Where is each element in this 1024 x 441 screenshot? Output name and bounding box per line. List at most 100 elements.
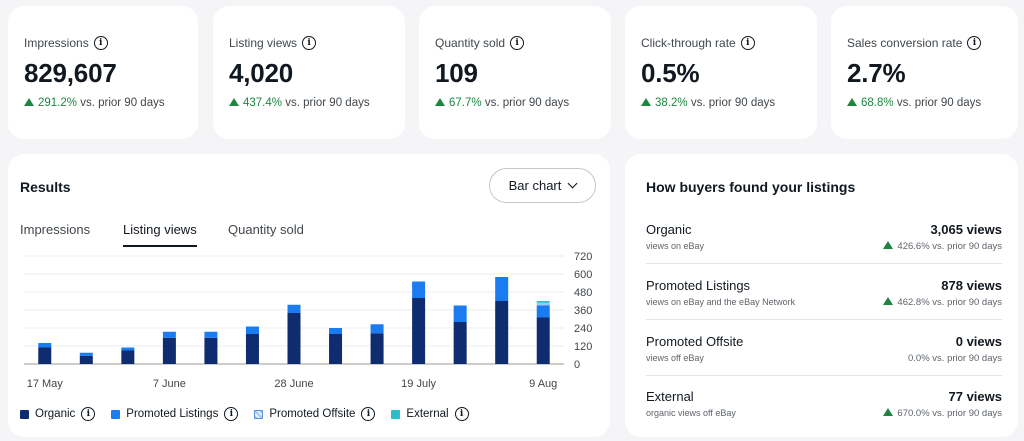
bar-segment-promoted-listings [204, 331, 218, 338]
kpi-label-text: Sales conversion rate [847, 36, 963, 50]
source-row-organic: Organic views on eBay 3,065 views 426.6%… [646, 222, 1002, 278]
info-icon[interactable]: i [224, 407, 239, 421]
info-icon[interactable]: i [361, 407, 376, 421]
chart-type-label: Bar chart [508, 178, 562, 193]
results-title: Results [20, 179, 71, 195]
up-arrow-icon [24, 98, 34, 106]
bar-segment-promoted-listings [453, 305, 467, 322]
y-tick-label: 480 [574, 287, 592, 299]
source-sub: views off eBay [646, 353, 704, 363]
source-name: External [646, 389, 694, 404]
info-icon[interactable]: i [454, 407, 469, 421]
kpi-change: 291.2% [38, 97, 78, 109]
legend-item-promoted-offsite: Promoted Offsite i [254, 407, 376, 421]
kpi-delta: 67.7% vs. prior 90 days [435, 97, 569, 109]
source-name: Promoted Offsite [646, 334, 744, 349]
x-tick-label: 28 June [274, 378, 313, 390]
legend-swatch [111, 409, 121, 419]
source-change-value: 426.6% [897, 241, 930, 252]
kpi-label: Click-through rate i [641, 36, 755, 50]
source-sub: views on eBay [646, 241, 705, 251]
kpi-change: 437.4% [243, 97, 283, 109]
source-views: 3,065 views [930, 222, 1002, 237]
bar-segment-promoted-listings [495, 277, 509, 301]
bar-segment-promoted-listings [79, 352, 93, 356]
bar-segment-promoted-listings [287, 304, 301, 313]
legend-swatch [391, 409, 401, 419]
source-change: 670.0% vs. prior 90 days [883, 408, 1002, 419]
bar-segment-organic [536, 317, 550, 364]
kpi-label-text: Quantity sold [435, 36, 506, 50]
source-change: 426.6% vs. prior 90 days [883, 241, 1002, 252]
source-change-value: 0.0% [908, 353, 930, 364]
kpi-value: 109 [435, 58, 478, 88]
kpi-card-sales-conversion-rate: Sales conversion rate i 2.7% 68.8% vs. pr… [831, 6, 1018, 139]
kpi-label: Listing views i [229, 36, 317, 50]
legend-label: External [406, 408, 449, 420]
source-row-external: External organic views off eBay 77 views… [646, 389, 1002, 441]
buyers-title: How buyers found your listings [646, 179, 856, 195]
tab-impressions[interactable]: Impressions [20, 222, 91, 237]
chevron-down-icon [567, 178, 578, 189]
kpi-suffix: vs. prior 90 days [80, 97, 165, 109]
kpi-suffix: vs. prior 90 days [690, 97, 776, 109]
y-tick-label: 0 [574, 359, 580, 371]
source-views: 0 views [955, 334, 1002, 349]
info-icon[interactable]: i [81, 407, 96, 421]
y-tick-label: 720 [574, 251, 592, 263]
kpi-label: Sales conversion rate i [847, 36, 982, 50]
info-icon[interactable]: i [302, 36, 317, 50]
tab-quantity-sold[interactable]: Quantity sold [228, 222, 304, 237]
source-change-value: 670.0% [897, 408, 930, 419]
tab-listing-views[interactable]: Listing views [123, 222, 197, 247]
legend-swatch [254, 409, 264, 419]
kpi-card-click-through-rate: Click-through rate i 0.5% 38.2% vs. prior… [625, 6, 817, 139]
y-tick-label: 240 [574, 323, 592, 335]
source-change-suffix: vs. prior 90 days [932, 297, 1002, 308]
up-arrow-icon [229, 98, 239, 106]
y-tick-label: 600 [574, 269, 592, 281]
bar-segment-promoted-listings [329, 328, 343, 334]
kpi-label: Impressions i [24, 36, 108, 50]
divider [646, 375, 1002, 376]
kpi-delta: 437.4% vs. prior 90 days [229, 97, 370, 109]
source-change-suffix: vs. prior 90 days [932, 408, 1002, 419]
source-change-suffix: vs. prior 90 days [932, 353, 1002, 364]
buyers-card [625, 154, 1018, 437]
source-views: 878 views [941, 278, 1002, 293]
chart-type-dropdown[interactable]: Bar chart [489, 168, 596, 203]
kpi-delta: 291.2% vs. prior 90 days [24, 97, 165, 109]
divider [646, 319, 1002, 320]
legend-swatch [20, 409, 29, 419]
source-name: Organic [646, 222, 692, 237]
bar-segment-organic [495, 301, 509, 364]
kpi-suffix: vs. prior 90 days [484, 97, 570, 109]
kpi-suffix: vs. prior 90 days [896, 97, 982, 109]
info-icon[interactable]: i [510, 36, 525, 50]
kpi-delta: 68.8% vs. prior 90 days [847, 97, 981, 109]
results-bar-chart: 0 120 240 360 480 600 720 17 May 7 June 28 June 19… [24, 251, 592, 390]
info-icon[interactable]: i [740, 36, 755, 50]
bar-segment-organic [370, 333, 384, 364]
bar-segment-organic [121, 350, 135, 364]
bar-segment-organic [162, 337, 176, 364]
bar-segment-organic [287, 313, 301, 364]
chart-legend: Organic i Promoted Listings i Promoted Off… [20, 407, 469, 421]
divider [646, 263, 1002, 264]
bar-segment-organic [245, 334, 259, 364]
info-icon[interactable]: i [93, 36, 108, 50]
info-icon[interactable]: i [967, 36, 982, 50]
kpi-label: Quantity sold i [435, 36, 525, 50]
kpi-change: 68.8% [861, 97, 894, 109]
bar-segment-promoted-listings [412, 281, 426, 298]
legend-item-promoted-listings: Promoted Listings i [111, 407, 239, 421]
source-views: 77 views [948, 389, 1003, 404]
legend-label: Promoted Listings [126, 408, 219, 420]
source-change: 462.8% vs. prior 90 days [883, 297, 1002, 308]
kpi-delta: 38.2% vs. prior 90 days [641, 97, 775, 109]
kpi-label-text: Listing views [229, 36, 298, 50]
y-tick-label: 120 [574, 341, 592, 353]
bar-segment-promoted-listings [121, 347, 135, 351]
kpi-change: 67.7% [449, 97, 482, 109]
kpi-card-impressions: Impressions i 829,607 291.2% vs. prior 90… [8, 6, 198, 139]
